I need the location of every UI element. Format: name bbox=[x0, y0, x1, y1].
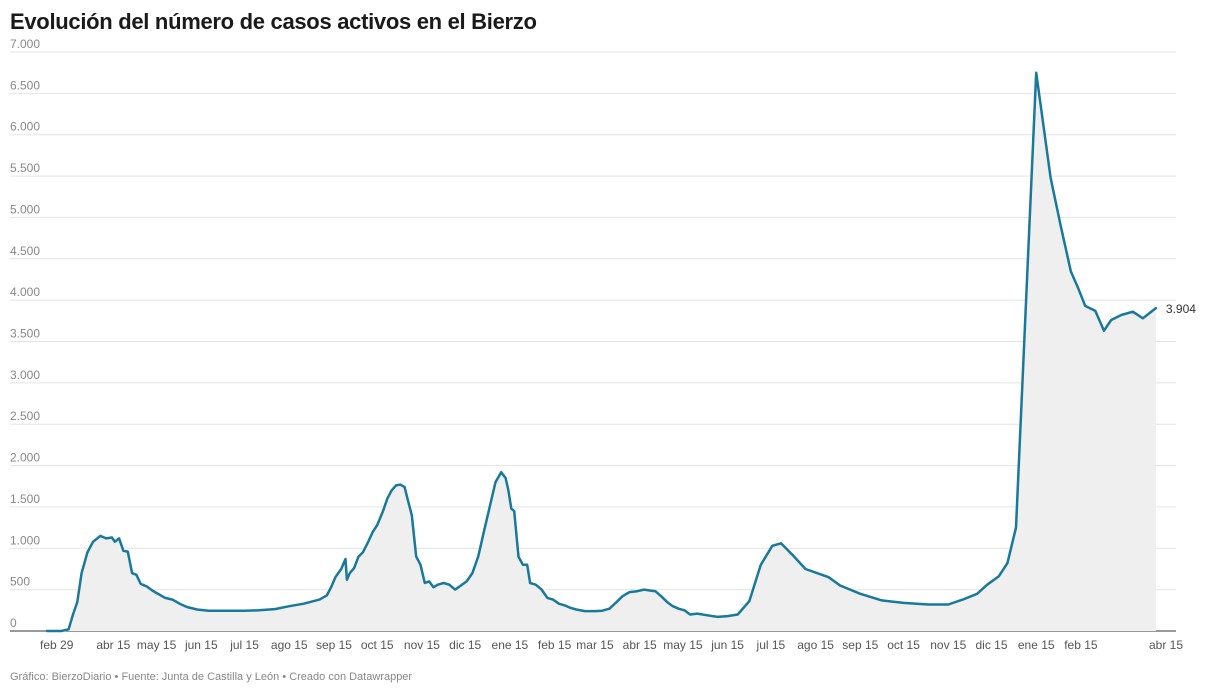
data-source: Fuente: Junta de Castilla y León bbox=[121, 671, 280, 683]
y-tick-label: 3.500 bbox=[10, 327, 40, 341]
x-tick-label: abr 15 bbox=[96, 638, 130, 652]
y-tick-label: 6.500 bbox=[10, 78, 40, 92]
x-tick-label: ene 15 bbox=[1018, 638, 1055, 652]
y-tick-label: 6.000 bbox=[10, 120, 40, 134]
x-tick-label: sep 15 bbox=[316, 638, 352, 652]
x-tick-label: ago 15 bbox=[797, 638, 834, 652]
annotations: 3.904 bbox=[1166, 302, 1196, 316]
x-tick-label: feb 29 bbox=[40, 638, 74, 652]
x-tick-label: ene 15 bbox=[492, 638, 529, 652]
x-tick-label: jul 15 bbox=[229, 638, 259, 652]
x-tick-label: oct 15 bbox=[887, 638, 920, 652]
x-tick-label: ago 15 bbox=[271, 638, 308, 652]
footer-separator: • bbox=[279, 671, 290, 683]
y-tick-label: 4.000 bbox=[10, 285, 40, 299]
chart-credit: Gráfico: BierzoDiario bbox=[10, 671, 112, 683]
y-tick-label: 500 bbox=[10, 575, 30, 589]
x-tick-label: jul 15 bbox=[756, 638, 786, 652]
x-tick-label: sep 15 bbox=[842, 638, 878, 652]
y-tick-label: 1.500 bbox=[10, 492, 40, 506]
y-tick-label: 2.000 bbox=[10, 451, 40, 465]
y-axis: 0 500 1.000 1.500 2.000 2.500 3.000 3.500 4.000 4… bbox=[10, 37, 40, 630]
y-tick-label: 1.000 bbox=[10, 533, 40, 547]
y-tick-label: 7.000 bbox=[10, 37, 40, 51]
y-tick-label: 5.000 bbox=[10, 202, 40, 216]
y-tick-label: 0 bbox=[10, 616, 17, 630]
series-area bbox=[47, 72, 1156, 631]
x-axis: feb 29 abr 15 may 15 jun 15 jul 15 ago 15 sep … bbox=[40, 638, 1183, 652]
x-tick-label: jun 15 bbox=[710, 638, 744, 652]
chart-footer: Gráfico: BierzoDiario • Fuente: Junta de… bbox=[10, 671, 412, 683]
x-tick-label: dic 15 bbox=[449, 638, 481, 652]
y-tick-label: 4.500 bbox=[10, 244, 40, 258]
y-tick-label: 5.500 bbox=[10, 161, 40, 175]
x-tick-label: jun 15 bbox=[184, 638, 218, 652]
x-tick-label: dic 15 bbox=[976, 638, 1008, 652]
gridlines bbox=[10, 51, 1176, 632]
series-layer bbox=[45, 71, 1158, 633]
x-tick-label: abr 15 bbox=[623, 638, 657, 652]
end-value-label: 3.904 bbox=[1166, 302, 1196, 316]
x-tick-label: abr 15 bbox=[1149, 638, 1183, 652]
made-with-credit: Creado con Datawrapper bbox=[289, 671, 413, 683]
x-tick-label: may 15 bbox=[663, 638, 703, 652]
footer-separator: • bbox=[111, 671, 122, 683]
x-tick-label: may 15 bbox=[137, 638, 177, 652]
x-tick-label: mar 15 bbox=[576, 638, 614, 652]
x-tick-label: feb 15 bbox=[1064, 638, 1098, 652]
x-tick-label: nov 15 bbox=[930, 638, 966, 652]
x-tick-label: feb 15 bbox=[538, 638, 572, 652]
series-line bbox=[45, 71, 1158, 633]
x-tick-label: nov 15 bbox=[404, 638, 440, 652]
chart-title: Evolución del número de casos activos en… bbox=[10, 9, 537, 34]
y-tick-label: 3.000 bbox=[10, 368, 40, 382]
y-tick-label: 2.500 bbox=[10, 409, 40, 423]
x-tick-label: oct 15 bbox=[361, 638, 394, 652]
